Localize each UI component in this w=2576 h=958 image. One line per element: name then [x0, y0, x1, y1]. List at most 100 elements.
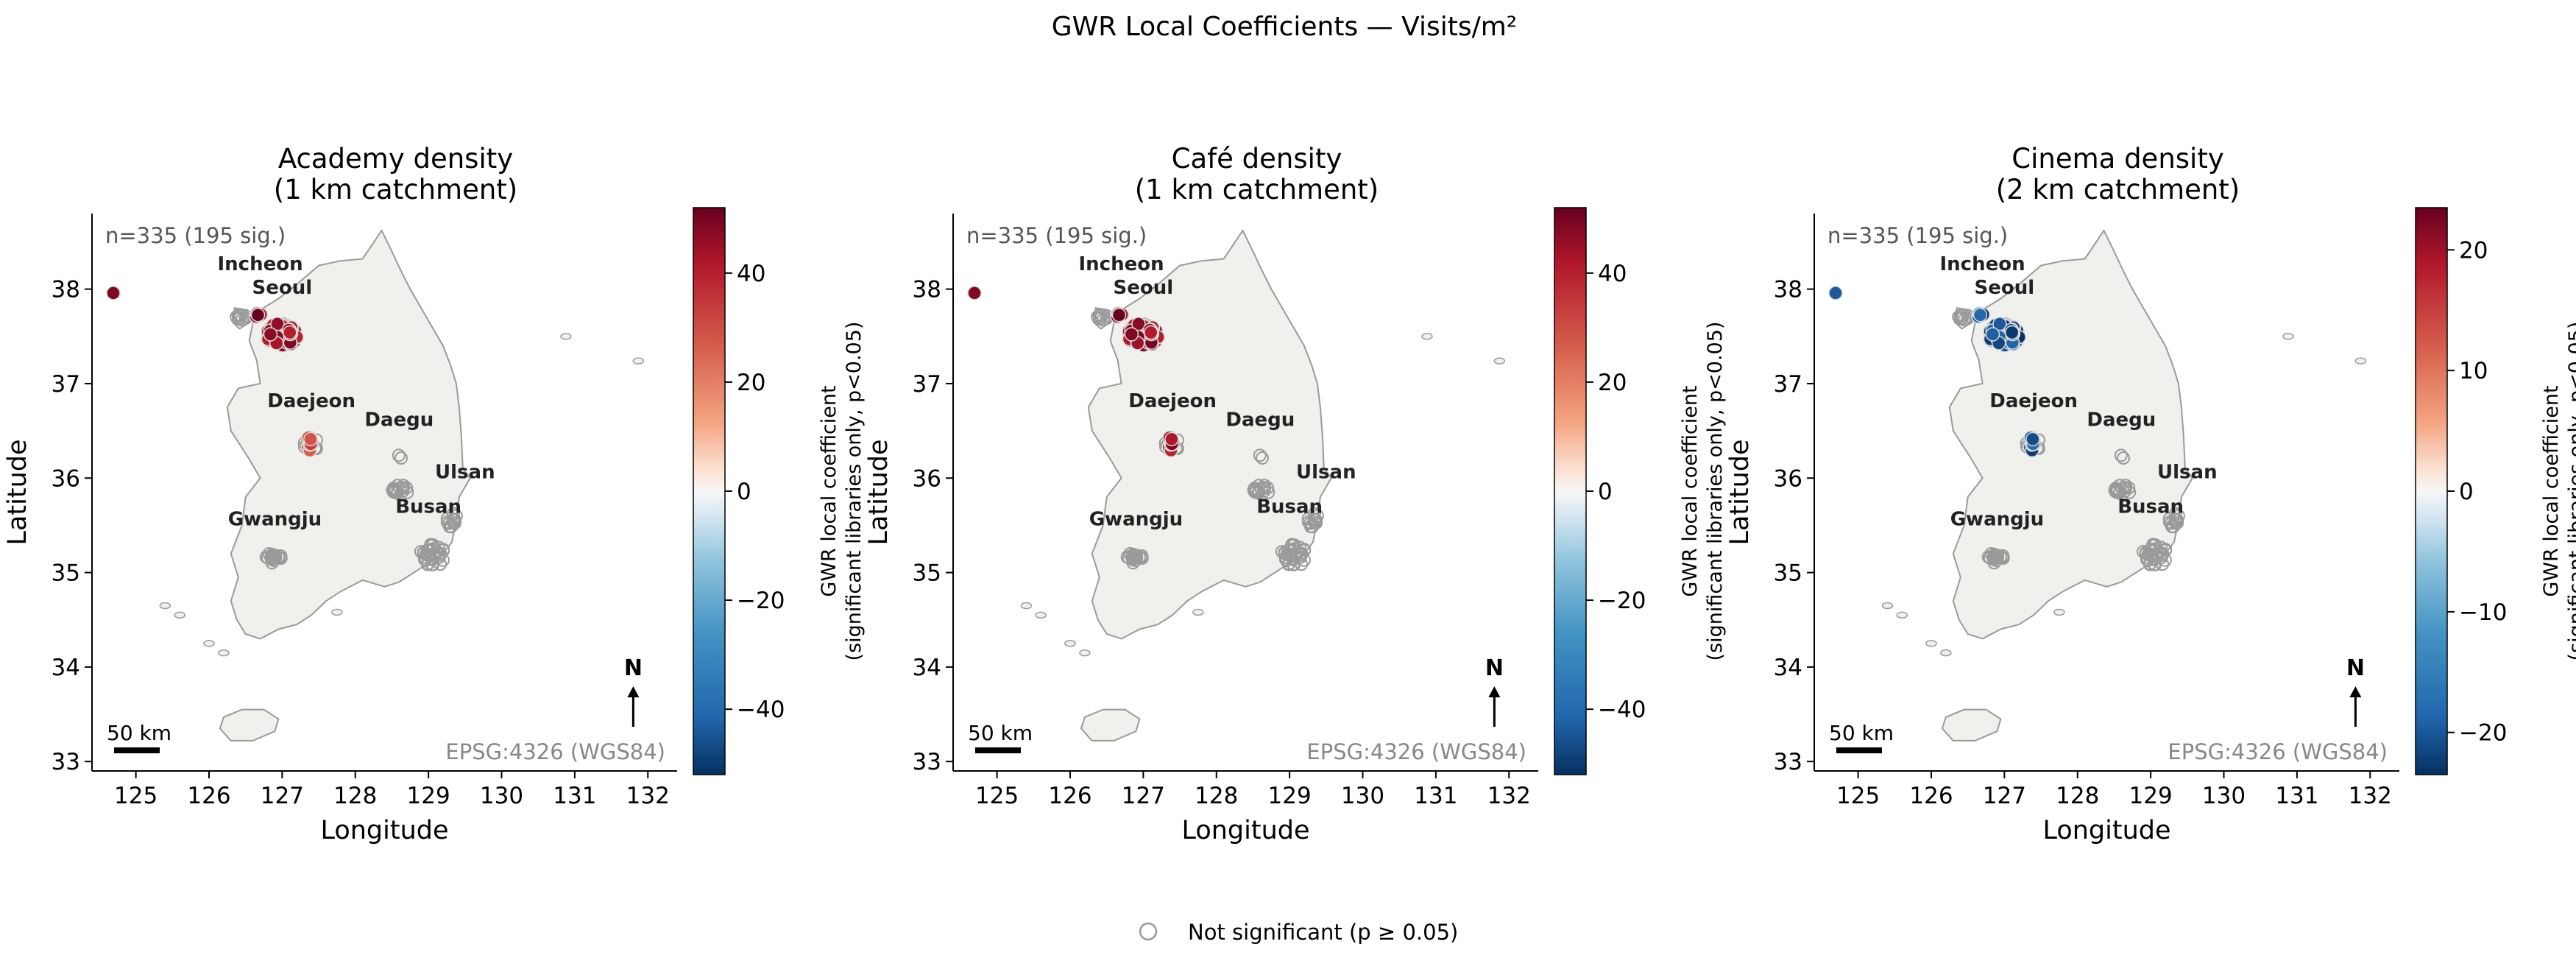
colorbar-label-1: GWR local coefficient — [2540, 385, 2563, 596]
x-tick-label: 132 — [626, 783, 670, 809]
colorbar-tick-label: 40 — [737, 261, 765, 287]
y-tick-label: 34 — [913, 655, 941, 681]
significant-points — [1828, 286, 2042, 458]
land-island — [1035, 611, 1047, 619]
land-island — [1940, 649, 1952, 657]
y-tick-label: 38 — [1774, 277, 1802, 303]
non-sig-point — [2110, 482, 2124, 496]
sig-point — [1164, 432, 1179, 447]
panel-title-line1: Academy density — [278, 143, 513, 175]
non-sig-point — [1308, 516, 1322, 530]
panels: Academy density(1 km catchment)IncheonSe… — [3, 143, 2576, 845]
colorbar-tick-label: 10 — [2459, 358, 2488, 384]
land-island — [2282, 333, 2294, 340]
y-tick-label: 37 — [1774, 371, 1802, 398]
sig-point — [1985, 327, 2000, 342]
y-axis-label: Latitude — [1725, 439, 1755, 545]
y-tick-label: 37 — [913, 371, 941, 398]
x-tick-label: 129 — [407, 783, 450, 809]
north-label: N — [1485, 655, 1504, 681]
y-tick-label: 36 — [52, 465, 80, 492]
legend-marker — [1139, 922, 1158, 941]
non-sig-point — [397, 479, 411, 493]
x-axis-label: Longitude — [2042, 816, 2170, 845]
sample-count: n=335 (195 sig.) — [105, 223, 286, 248]
x-tick-label: 128 — [2056, 783, 2099, 809]
land-island — [159, 602, 171, 610]
figure-title: GWR Local Coefficients — Visits/m² — [1052, 12, 1517, 42]
north-arrow-head — [2349, 686, 2362, 697]
non-sig-point — [1092, 309, 1106, 323]
city-label: Daejeon — [1989, 390, 2078, 412]
non-sig-point — [440, 515, 454, 529]
map-panel-1: Academy density(1 km catchment) IncheonSe… — [3, 143, 866, 845]
non-sig-point — [424, 538, 438, 552]
sig-point — [2005, 325, 2020, 340]
city-label: Daegu — [2087, 409, 2156, 432]
y-axis-label: Latitude — [864, 439, 894, 545]
y-tick-label: 33 — [1774, 749, 1802, 775]
sig-point — [967, 286, 982, 300]
colorbar-label-2: (significant libraries only, p<0.05) — [1704, 322, 1727, 661]
non-sig-point — [394, 451, 408, 465]
sig-point — [1972, 308, 1988, 323]
non-sig-point — [417, 552, 431, 566]
north-label: N — [624, 655, 643, 681]
x-tick-label: 125 — [975, 783, 1019, 809]
scale-bar — [114, 747, 160, 753]
sig-point — [303, 432, 318, 447]
city-label: Ulsan — [435, 461, 495, 483]
sig-point — [283, 325, 297, 340]
legend: Not significant (p ≥ 0.05) — [1139, 920, 1458, 945]
sig-point — [106, 286, 121, 300]
non-sig-point — [1295, 557, 1309, 571]
colorbar-tick-label: 20 — [1598, 370, 1627, 396]
land-island — [632, 357, 645, 364]
land-island — [203, 640, 215, 647]
colorbar-tick-label: 20 — [2459, 237, 2488, 264]
sig-point — [1144, 325, 1158, 340]
colorbar-tick-label: 20 — [737, 370, 765, 396]
scale-bar — [1836, 747, 1882, 753]
non-sig-point — [1094, 311, 1108, 325]
x-tick-label: 130 — [2202, 783, 2246, 809]
land-island — [1493, 357, 1506, 364]
sig-point — [263, 327, 278, 342]
land-island — [1881, 602, 1894, 610]
non-sig-point — [2162, 515, 2176, 529]
y-tick-label: 35 — [52, 560, 80, 587]
non-sig-point — [1256, 451, 1270, 465]
non-sig-point — [2114, 448, 2128, 462]
city-label: Daegu — [364, 409, 434, 432]
x-tick-label: 128 — [333, 783, 377, 809]
land-island — [218, 649, 230, 657]
colorbar-tick-label: −20 — [1598, 588, 1646, 614]
colorbar — [693, 207, 726, 775]
land-jeju — [1080, 708, 1141, 742]
non-sig-point — [436, 543, 450, 557]
non-sig-point — [1278, 552, 1292, 566]
non-sig-point — [2119, 479, 2133, 493]
y-axis-label: Latitude — [3, 439, 32, 545]
colorbar-tick-label: −20 — [2459, 720, 2507, 747]
non-sig-point — [2117, 451, 2131, 465]
non-sig-point — [1258, 479, 1272, 493]
scale-bar-label: 50 km — [107, 721, 171, 745]
y-tick-label: 38 — [52, 277, 80, 303]
panel-title-line2: (2 km catchment) — [1996, 174, 2240, 205]
y-tick-label: 33 — [913, 749, 941, 775]
crs-label: EPSG:4326 (WGS84) — [2168, 739, 2388, 764]
sample-count: n=335 (195 sig.) — [1827, 223, 2008, 248]
x-tick-label: 129 — [1268, 783, 1312, 809]
colorbar — [2415, 207, 2448, 775]
land-island — [174, 611, 185, 619]
panel-title-line1: Café density — [1172, 143, 1342, 175]
city-label: Busan — [1256, 496, 1323, 518]
non-sig-point — [1298, 543, 1312, 557]
non-sig-point — [2169, 516, 2183, 530]
y-tick-label: 33 — [52, 749, 80, 775]
north-label: N — [2346, 655, 2365, 681]
x-tick-label: 128 — [1195, 783, 1238, 809]
non-sig-point — [388, 482, 402, 496]
